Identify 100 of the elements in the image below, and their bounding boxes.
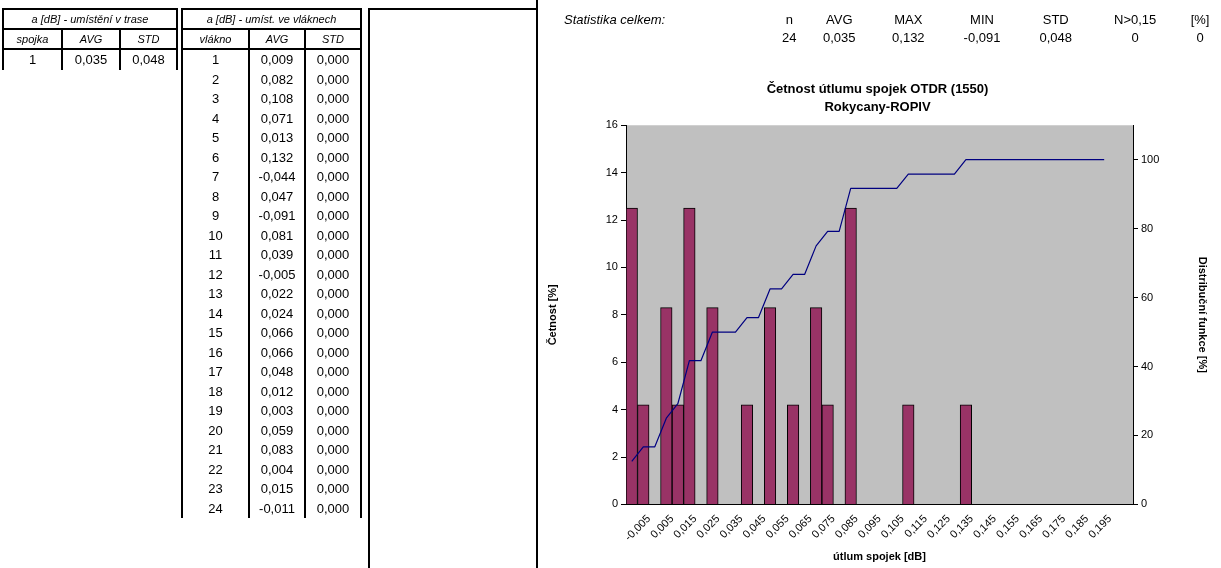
chart-title: a [dB] - umístění v trase xyxy=(3,9,177,29)
y-tick-label: 16 xyxy=(182,342,249,362)
data-label: 0,000 xyxy=(305,245,361,265)
data-label: 0,000 xyxy=(305,167,361,187)
y-tick-label: 7 xyxy=(182,167,249,187)
data-label: 0,000 xyxy=(305,323,361,343)
x-tick-label: AVG xyxy=(249,29,305,49)
data-label: 0,000 xyxy=(305,89,361,109)
y-tick-label: 6 xyxy=(611,355,618,368)
y2-tick-label: 60 xyxy=(1141,290,1154,303)
chart-title: a [dB] - umíst. ve vláknech xyxy=(182,9,361,29)
data-label: 0,000 xyxy=(305,264,361,284)
data-label: -0,091 xyxy=(249,206,305,226)
y-axis-title: spojka xyxy=(3,29,62,49)
data-label: 0,059 xyxy=(249,420,305,440)
y-tick-label: 24 xyxy=(182,498,249,518)
y-tick-label: 8 xyxy=(182,186,249,206)
data-label: 0,000 xyxy=(305,186,361,206)
text: 0 xyxy=(1130,28,1140,46)
data-label: 0,000 xyxy=(305,479,361,499)
y-tick-label: 23 xyxy=(182,479,249,499)
y-tick-label: 1 xyxy=(3,49,62,70)
y-tick-label: 21 xyxy=(182,440,249,460)
data-label: 0,000 xyxy=(305,225,361,245)
data-label: 0,081 xyxy=(249,225,305,245)
data-label: 0,083 xyxy=(249,440,305,460)
y-axis-title: Četnost [%] xyxy=(545,283,558,346)
text: -0,091 xyxy=(962,28,1002,46)
y-tick-label: 5 xyxy=(182,128,249,148)
category-label: MIN xyxy=(969,10,995,28)
data-label: 0,013 xyxy=(249,128,305,148)
y-tick-label: 2 xyxy=(182,69,249,89)
data-label: 0,000 xyxy=(305,284,361,304)
data-label: 0,000 xyxy=(305,49,361,70)
data-label: 0,066 xyxy=(249,342,305,362)
y-tick-label: 8 xyxy=(611,307,618,320)
y-tick-label: 10 xyxy=(182,225,249,245)
chart-title: Četnost útlumu spojek OTDR (1550) xyxy=(766,81,989,97)
data-label: 0,000 xyxy=(305,498,361,518)
y-tick-label: 19 xyxy=(182,401,249,421)
data-label: 0,000 xyxy=(305,342,361,362)
data-label: 0,000 xyxy=(305,147,361,167)
y-tick-label: 3 xyxy=(182,89,249,109)
y-tick-label: 20 xyxy=(182,420,249,440)
text: 24 xyxy=(781,28,798,46)
data-label: 0,000 xyxy=(305,381,361,401)
chart-subtitle: Rokycany-ROPIV xyxy=(824,98,931,114)
text: 0,132 xyxy=(891,28,926,46)
y-axis-title: vlákno xyxy=(182,29,249,49)
category-label: STD xyxy=(1041,10,1070,28)
data-label: 0,003 xyxy=(249,401,305,421)
data-label: 0,004 xyxy=(249,459,305,479)
y-tick-label: 18 xyxy=(182,381,249,401)
y2-tick-label: 0 xyxy=(1141,497,1148,510)
data-label: 0,022 xyxy=(249,284,305,304)
text: 0 xyxy=(1195,28,1205,46)
y2-tick-label: 20 xyxy=(1141,428,1154,441)
data-label: 0,000 xyxy=(305,459,361,479)
y-tick-label: 13 xyxy=(182,284,249,304)
data-label: -0,005 xyxy=(249,264,305,284)
data-label: 0,000 xyxy=(305,303,361,323)
data-label: 0,035 xyxy=(62,49,120,70)
y-tick-label: 4 xyxy=(611,402,618,415)
category-label: N>0,15 xyxy=(1113,10,1158,28)
category-label: n xyxy=(784,10,794,28)
y-tick-label: 16 xyxy=(605,118,618,131)
data-label: 0,108 xyxy=(249,89,305,109)
y-tick-label: 10 xyxy=(605,260,618,273)
y-tick-label: 15 xyxy=(182,323,249,343)
data-label: 0,048 xyxy=(120,49,177,70)
y-tick-label: 9 xyxy=(182,206,249,226)
data-label: -0,011 xyxy=(249,498,305,518)
x-tick-label: STD xyxy=(120,29,177,49)
x-tick-label: STD xyxy=(305,29,361,49)
data-label: 0,000 xyxy=(305,440,361,460)
data-label: 0,071 xyxy=(249,108,305,128)
x-axis-title: útlum spojek [dB] xyxy=(833,550,927,563)
y-tick-label: 4 xyxy=(182,108,249,128)
data-label: 0,039 xyxy=(249,245,305,265)
data-label: 0,000 xyxy=(305,128,361,148)
data-label: 0,000 xyxy=(305,362,361,382)
data-label: 0,082 xyxy=(249,69,305,89)
data-label: 0,048 xyxy=(249,362,305,382)
text: Statistika celkem: xyxy=(564,10,667,28)
data-label: 0,000 xyxy=(305,108,361,128)
y2-tick-label: 80 xyxy=(1141,221,1154,234)
y-tick-label: 14 xyxy=(605,165,618,178)
data-label: 0,000 xyxy=(305,206,361,226)
data-label: 0,015 xyxy=(249,479,305,499)
y-tick-label: 12 xyxy=(182,264,249,284)
data-label: 0,009 xyxy=(249,49,305,70)
category-label: AVG xyxy=(825,10,854,28)
data-label: 0,000 xyxy=(305,401,361,421)
y2-tick-label: 40 xyxy=(1141,359,1154,372)
data-label: 0,000 xyxy=(305,69,361,89)
data-label: 0,000 xyxy=(305,420,361,440)
y-tick-label: 14 xyxy=(182,303,249,323)
y2-axis-title: Distribuční funkce [%] xyxy=(1197,256,1210,374)
y2-tick-label: 100 xyxy=(1141,152,1160,165)
data-label: 0,066 xyxy=(249,323,305,343)
